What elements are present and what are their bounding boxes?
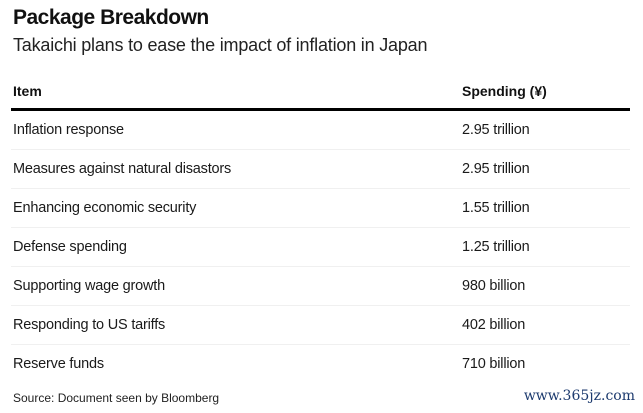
header-item: Item bbox=[13, 83, 42, 99]
cell-spending: 2.95 trillion bbox=[462, 161, 530, 177]
source-note: Source: Document seen by Bloomberg bbox=[13, 391, 220, 405]
cell-item: Defense spending bbox=[13, 239, 127, 255]
cell-spending: 710 billion bbox=[462, 356, 526, 372]
cell-spending: 980 billion bbox=[462, 278, 526, 294]
page-subtitle: Takaichi plans to ease the impact of inf… bbox=[13, 35, 428, 55]
table-row: Responding to US tariffs 402 billion bbox=[11, 306, 630, 345]
table-row: Reserve funds 710 billion bbox=[11, 345, 630, 383]
table-header: Item Spending (¥) bbox=[11, 74, 630, 111]
cell-spending: 402 billion bbox=[462, 317, 526, 333]
spending-table: Item Spending (¥) Inflation response 2.95… bbox=[11, 74, 630, 383]
watermark: www.365jz.com bbox=[523, 388, 635, 404]
header-spending: Spending (¥) bbox=[462, 83, 547, 99]
table-row: Supporting wage growth 980 billion bbox=[11, 267, 630, 306]
cell-item: Enhancing economic security bbox=[13, 200, 197, 216]
page-title: Package Breakdown bbox=[13, 6, 209, 29]
table-row: Measures against natural disastors 2.95 t… bbox=[11, 150, 630, 189]
table-row: Enhancing economic security 1.55 trillion bbox=[11, 189, 630, 228]
cell-item: Supporting wage growth bbox=[13, 278, 165, 294]
cell-item: Inflation response bbox=[13, 122, 124, 138]
table-row: Defense spending 1.25 trillion bbox=[11, 228, 630, 267]
cell-item: Reserve funds bbox=[13, 356, 104, 372]
cell-spending: 1.25 trillion bbox=[462, 239, 530, 255]
cell-item: Responding to US tariffs bbox=[13, 317, 166, 333]
cell-item: Measures against natural disastors bbox=[13, 161, 232, 177]
cell-spending: 1.55 trillion bbox=[462, 200, 530, 216]
table-row: Inflation response 2.95 trillion bbox=[11, 111, 630, 150]
cell-spending: 2.95 trillion bbox=[462, 122, 530, 138]
